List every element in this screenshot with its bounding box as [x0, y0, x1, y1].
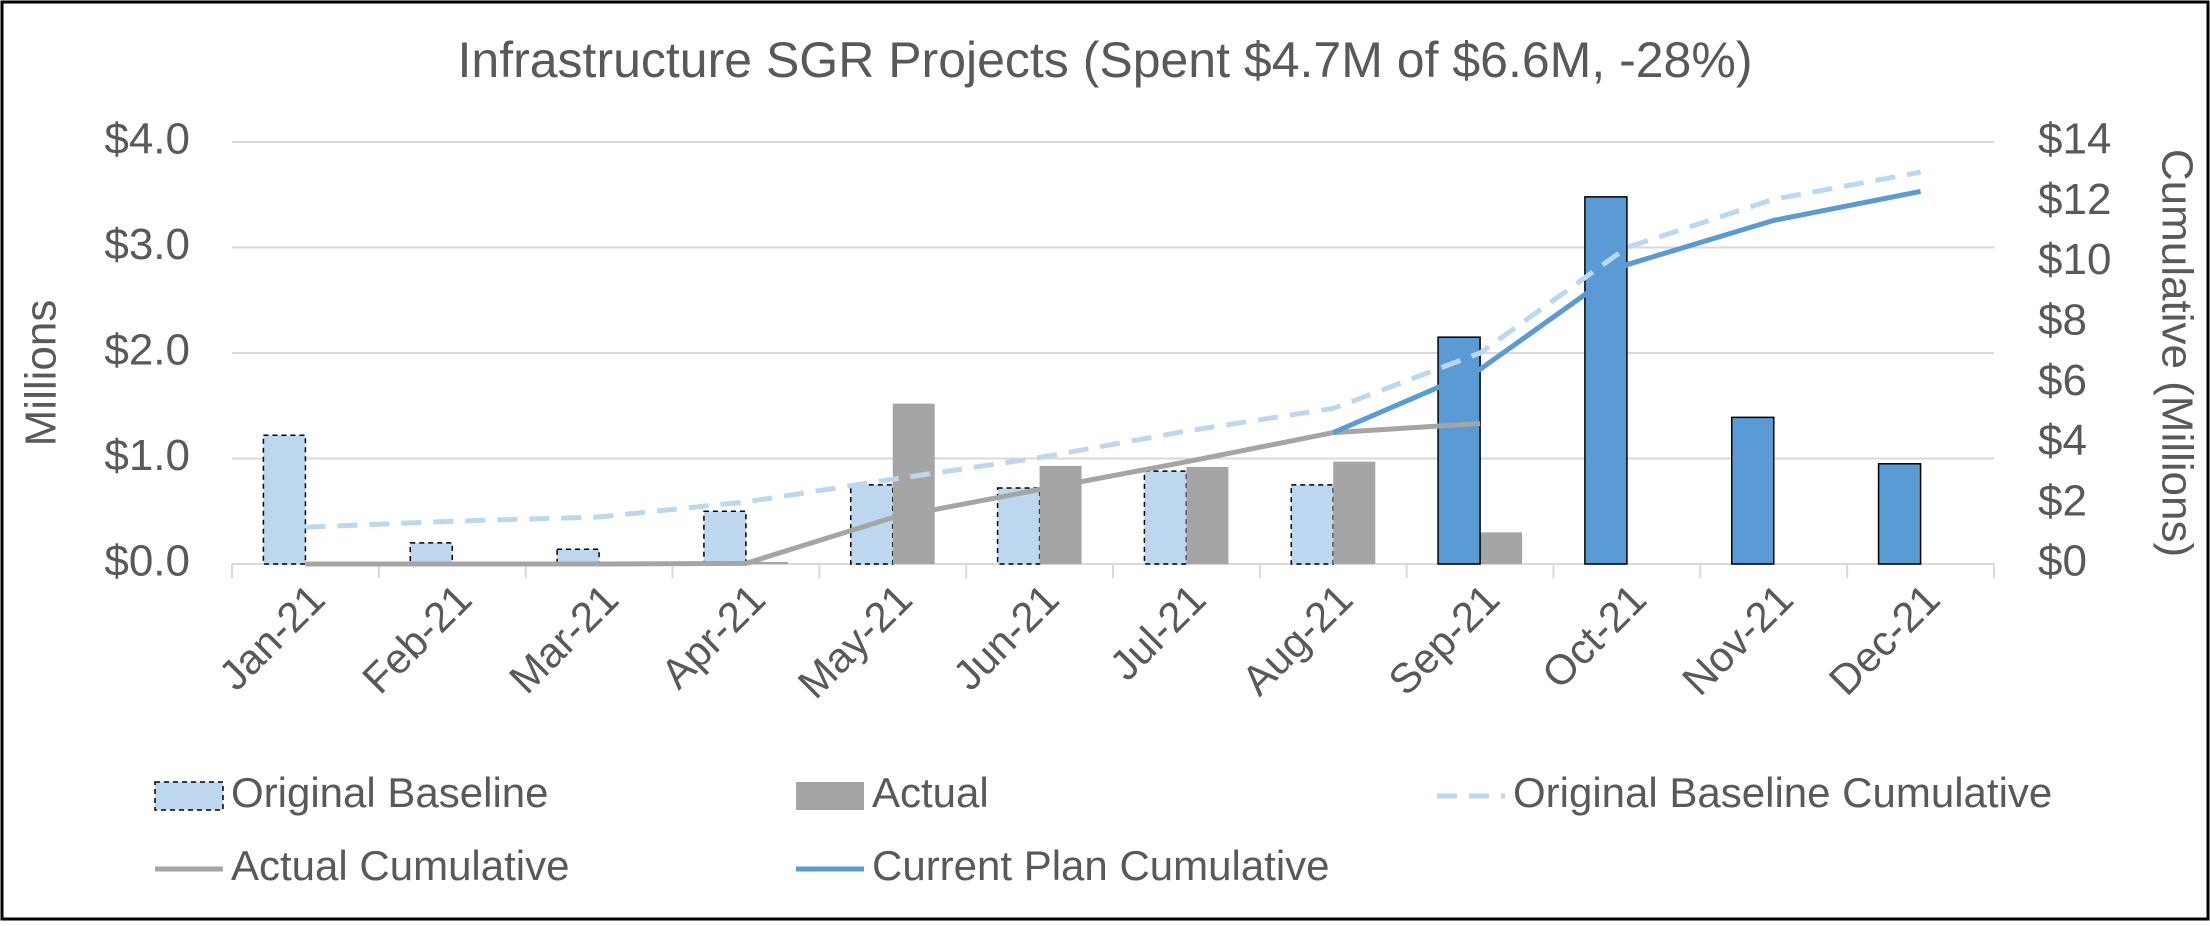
y2-tick-label: $14: [2038, 115, 2111, 164]
bar: [703, 510, 747, 565]
bar: [996, 487, 1041, 565]
line-series: [1332, 188, 1922, 435]
line-series: [305, 169, 1922, 530]
bar: [745, 561, 788, 564]
bar: [1480, 532, 1523, 564]
y2-tick-label: $8: [2038, 295, 2087, 344]
bar: [1290, 484, 1334, 565]
y-tick-label: $4.0: [104, 115, 190, 164]
bar: [1584, 196, 1628, 565]
chart-title: Infrastructure SGR Projects (Spent $4.7M…: [458, 32, 1753, 88]
legend-label: Current Plan Cumulative: [872, 842, 1330, 889]
bar: [556, 548, 600, 565]
y2-axis-title: Cumulative (Millions): [2152, 149, 2201, 557]
y2-tick-label: $0: [2038, 537, 2087, 586]
y2-tick-label: $4: [2038, 416, 2087, 465]
y-tick-label: $0.0: [104, 537, 190, 586]
legend-label: Original Baseline Cumulative: [1513, 769, 2052, 816]
bar: [1186, 466, 1229, 564]
y-tick-label: $3.0: [104, 220, 190, 269]
legend-label: Original Baseline: [231, 769, 549, 816]
bar: [262, 434, 307, 565]
y2-tick-label: $2: [2038, 476, 2087, 525]
y-tick-label: $1.0: [104, 431, 190, 480]
y-tick-label: $2.0: [104, 326, 190, 375]
y2-tick-label: $6: [2038, 356, 2087, 405]
y2-tick-label: $12: [2038, 175, 2111, 224]
bar: [1143, 470, 1188, 565]
legend-swatch: [796, 782, 864, 810]
y-axis-title: Millions: [17, 300, 66, 447]
legend-swatch: [154, 781, 224, 811]
bar: [1333, 461, 1376, 564]
line-series: [305, 421, 1481, 567]
bar: [409, 542, 453, 565]
y2-tick-label: $10: [2038, 235, 2111, 284]
legend-label: Actual Cumulative: [231, 842, 569, 889]
legend-label: Actual: [872, 769, 989, 816]
bar: [1731, 416, 1775, 565]
bar: [892, 403, 935, 564]
bar: [1877, 463, 1922, 565]
